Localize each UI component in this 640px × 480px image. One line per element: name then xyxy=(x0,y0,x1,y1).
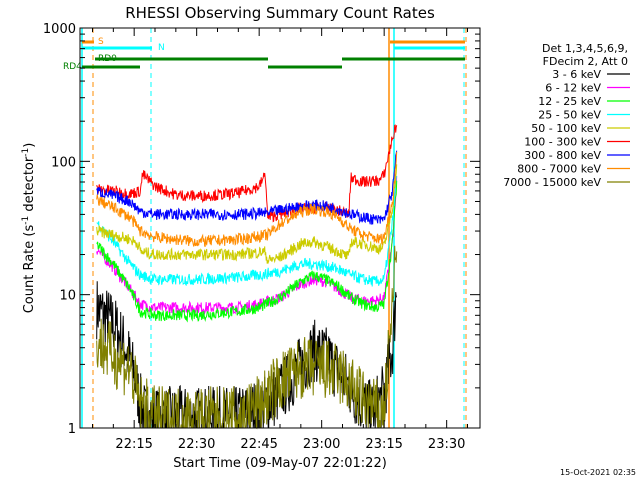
x-tick-label: 23:00 xyxy=(303,437,340,452)
x-axis-label: Start Time (09-May-07 22:01:22) xyxy=(173,456,387,471)
flag-label: RD4 xyxy=(63,62,82,72)
y-tick-label: 1 xyxy=(68,422,76,437)
x-tick-label: 22:45 xyxy=(240,437,277,452)
chart-title: RHESSI Observing Summary Count Rates xyxy=(125,4,435,22)
legend-entry-label: 12 - 25 keV xyxy=(538,95,601,108)
y-axis-label-sup2: -1 xyxy=(21,148,31,157)
legend-header: FDecim 2, Att 0 xyxy=(543,55,628,68)
y-tick-label: 1000 xyxy=(43,22,76,37)
series-line-8 xyxy=(96,245,398,430)
y-axis-label-main: Count Rate (s xyxy=(22,225,37,314)
series-line-2 xyxy=(96,180,398,323)
x-tick-label: 22:15 xyxy=(115,437,152,452)
legend-entry-label: 6 - 12 keV xyxy=(545,82,601,95)
legend-entry-label: 25 - 50 keV xyxy=(538,109,601,122)
y-axis-label-sup1: -1 xyxy=(21,216,31,225)
legend-entry-label: 3 - 6 keV xyxy=(552,68,601,81)
flag-label: N xyxy=(158,43,165,53)
flag-label: S xyxy=(98,37,104,47)
y-tick-label: 10 xyxy=(59,289,76,304)
y-axis-label-mid: detector xyxy=(22,156,37,216)
y-tick-label: 100 xyxy=(51,155,76,170)
series-line-3 xyxy=(96,175,398,287)
legend-entry-label: 800 - 7000 keV xyxy=(517,163,601,176)
series-line-7 xyxy=(96,151,398,247)
legend-entry-label: 300 - 800 keV xyxy=(524,149,601,162)
series-layer xyxy=(96,124,398,430)
x-tick-label: 22:30 xyxy=(178,437,215,452)
axes-layer: 1 10 100 1000 22:15 22:30 22:45 23:00 23:15 23:30 xyxy=(43,22,480,452)
y-axis-label-end: ) xyxy=(22,143,37,148)
legend-header: Det 1,3,4,5,6,9, xyxy=(542,42,628,55)
y-axis-label: Count Rate (s-1 detector-1) xyxy=(21,143,37,314)
legend: Det 1,3,4,5,6,9,FDecim 2, Att 03 - 6 keV… xyxy=(503,42,630,189)
legend-entry-label: 7000 - 15000 keV xyxy=(503,176,601,189)
x-tick-label: 23:30 xyxy=(428,437,465,452)
series-line-6 xyxy=(96,150,398,225)
flag-label: RD0 xyxy=(98,54,117,64)
x-tick-label: 23:15 xyxy=(365,437,402,452)
legend-entry-label: 50 - 100 keV xyxy=(531,122,601,135)
series-line-4 xyxy=(96,164,398,265)
timestamp-label: 15-Oct-2021 02:35 xyxy=(560,468,636,477)
legend-entry-label: 100 - 300 keV xyxy=(524,136,601,149)
